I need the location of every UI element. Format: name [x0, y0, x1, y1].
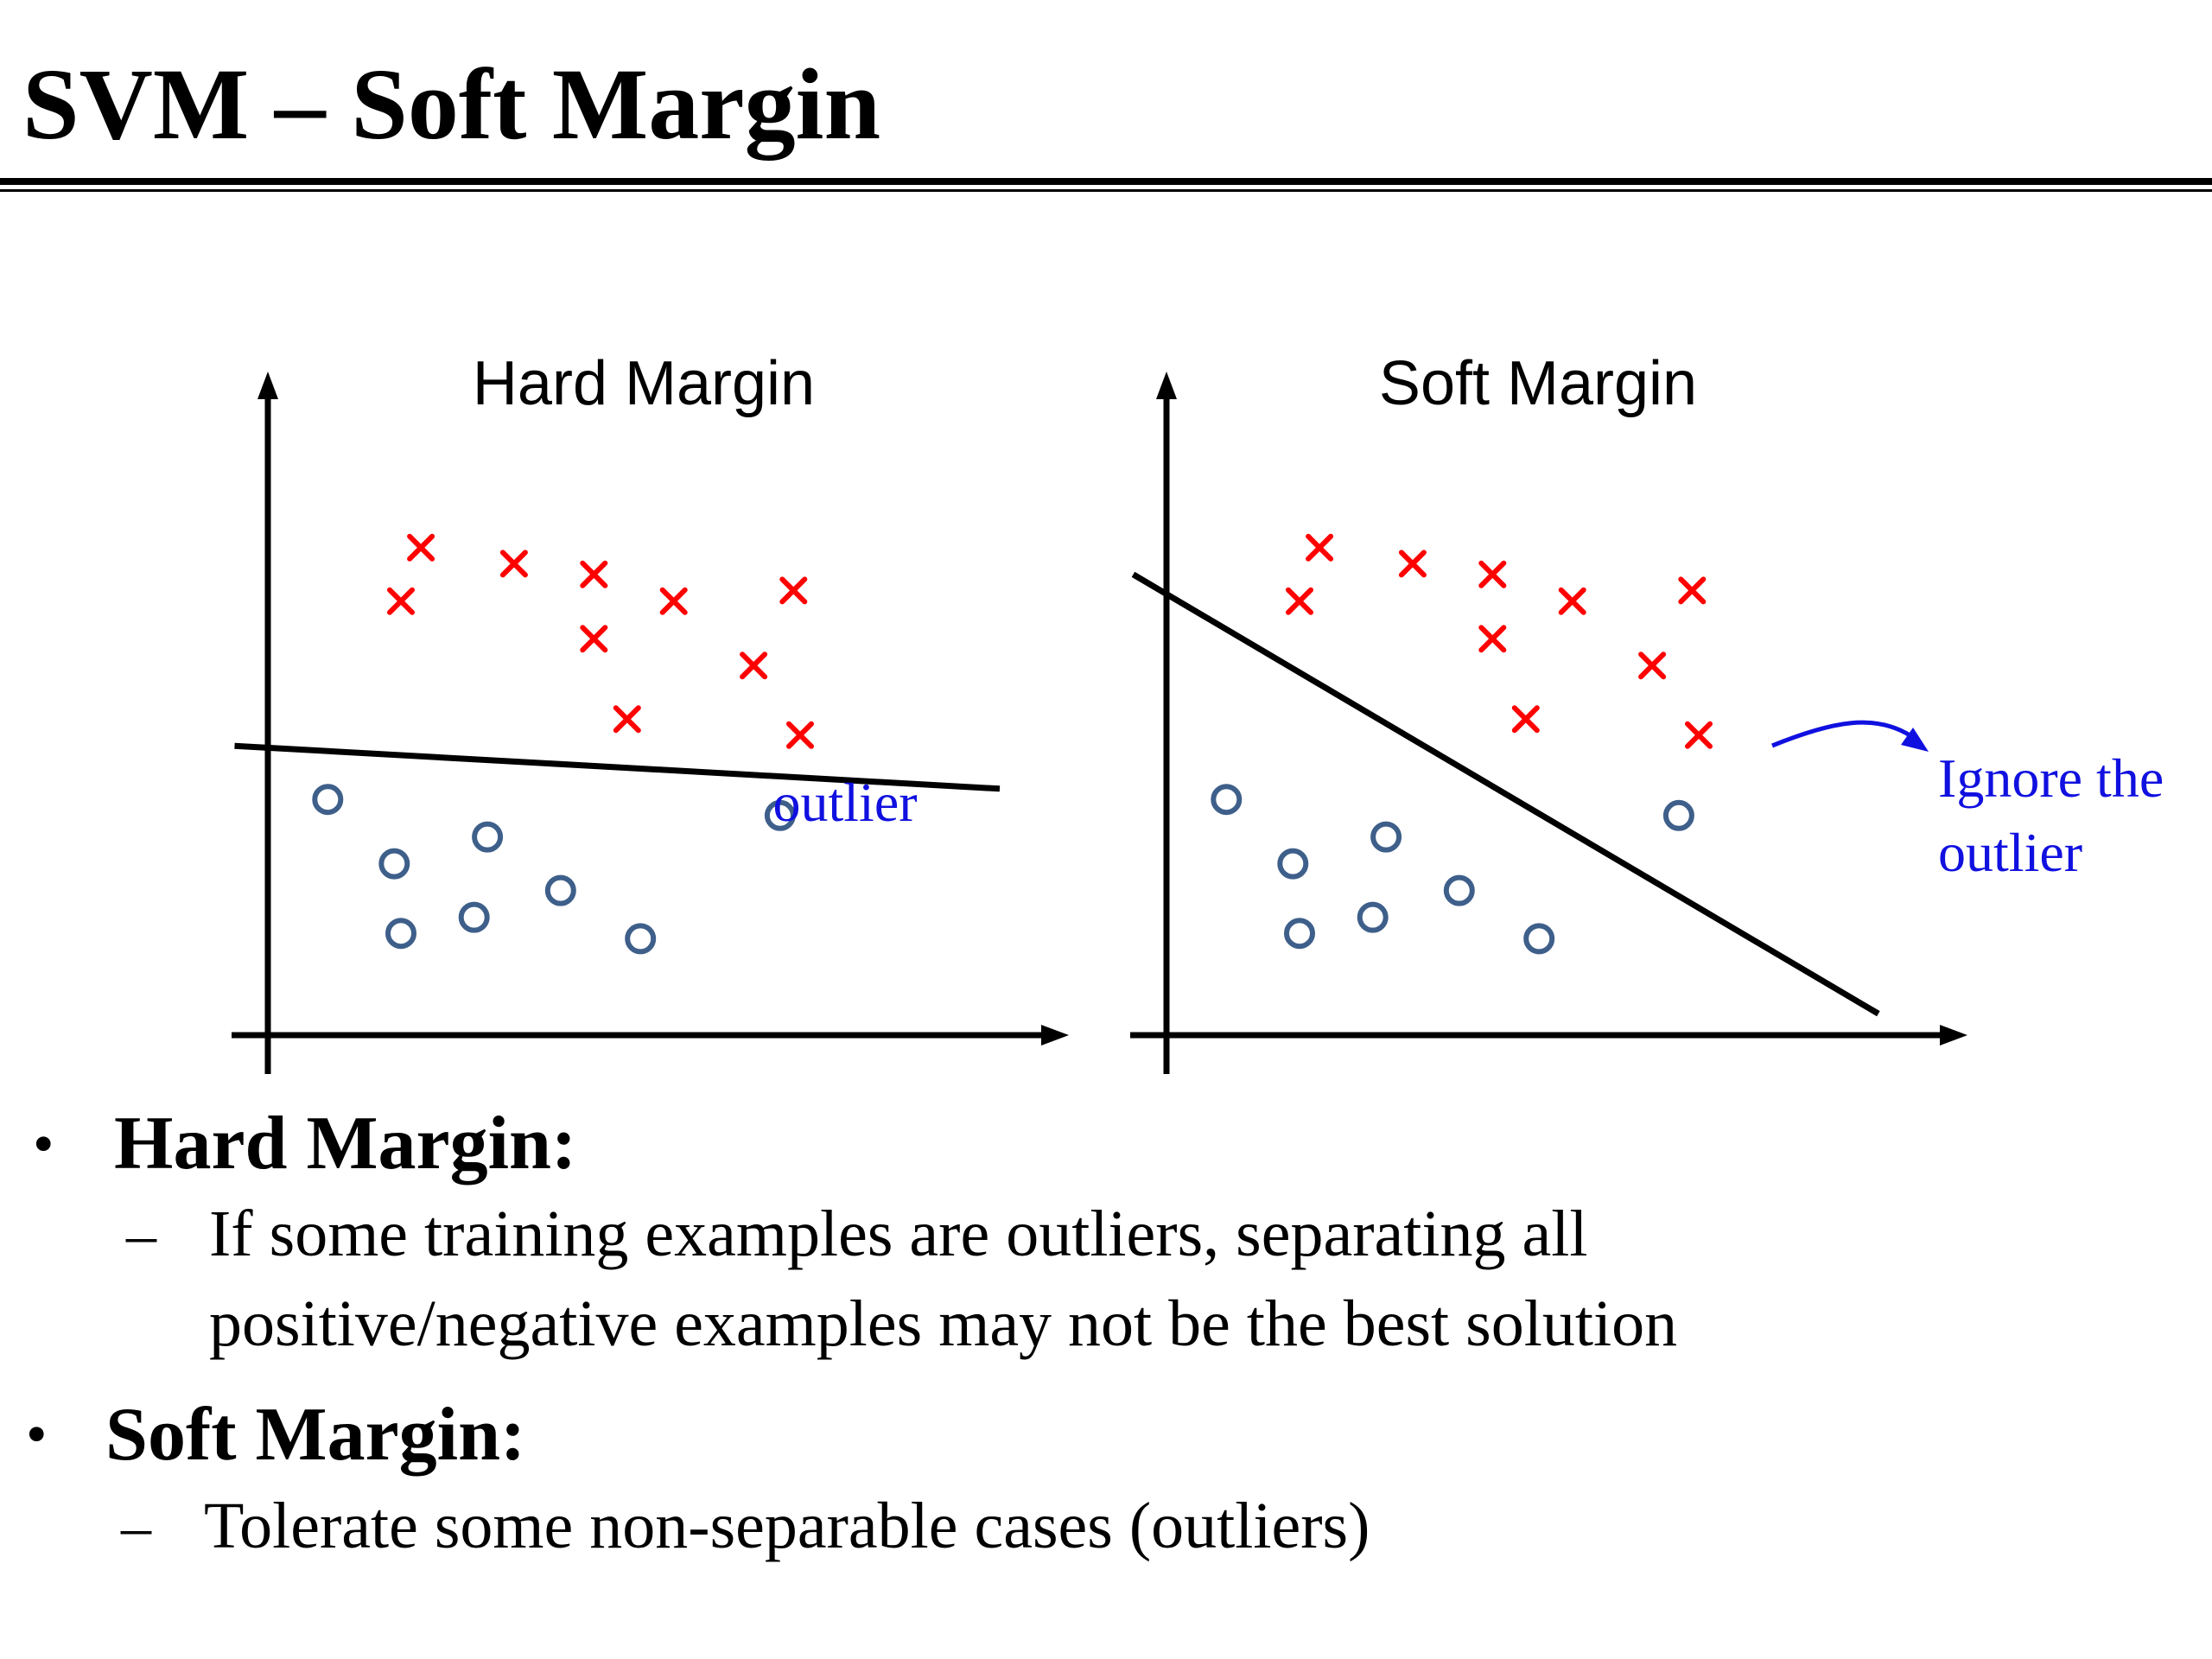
hard-margin-negative-point: [378, 848, 410, 880]
soft-margin-positive-point: [1638, 652, 1667, 680]
sub-bullet-marker: –: [121, 1494, 151, 1560]
soft-margin-negative-point: [1523, 923, 1555, 955]
soft-margin-negative-point: [1662, 799, 1694, 831]
hard-margin-positive-point: [659, 587, 688, 615]
soft-margin-positive-point: [1678, 576, 1707, 605]
y-axis-arrowhead: [1156, 372, 1177, 399]
soft-margin-negative-point: [1357, 901, 1389, 933]
outlier-label: outlier: [772, 772, 917, 833]
hard-margin-negative-point: [312, 784, 344, 816]
hard-margin-detail-line-1: If some training examples are outliers, …: [209, 1198, 1588, 1270]
soft-margin-detail-line-1: Tolerate some non-separable cases (outli…: [204, 1490, 1370, 1562]
hard-margin-negative-point: [458, 901, 490, 933]
ignore-outlier-label-line-1: Ignore the: [1938, 747, 2164, 809]
hard-margin-decision-boundary: [234, 742, 1001, 792]
soft-margin-negative-point: [1211, 784, 1243, 816]
soft-margin-panel: Soft Margin Ignore the outlier: [1130, 349, 2164, 1074]
ignore-outlier-arrow: [1771, 720, 1913, 748]
hard-margin-panel-title: Hard Margin: [473, 349, 815, 418]
hard-margin-positive-point: [613, 705, 641, 734]
hard-margin-positive-point: [779, 576, 808, 605]
soft-margin-positive-point: [1286, 587, 1313, 615]
hard-margin-negative-point: [764, 799, 796, 831]
sub-bullet-marker: –: [126, 1202, 156, 1268]
soft-margin-positive-point: [1685, 721, 1713, 749]
hard-margin-negative-point: [385, 918, 416, 950]
soft-margin-decision-boundary: [1131, 571, 1880, 1017]
x-axis-arrowhead: [1041, 1025, 1069, 1046]
soft-margin-negative-point: [1284, 918, 1315, 950]
title-divider-thin: [0, 189, 2212, 192]
slide-title: SVM – Soft Margin: [22, 48, 881, 161]
soft-margin-negative-point: [1277, 848, 1309, 880]
hard-margin-negative-point: [625, 923, 657, 955]
hard-margin-positive-point: [740, 652, 768, 680]
bullet-soft-margin: Soft Margin:: [105, 1393, 526, 1477]
hard-margin-positive-point: [499, 550, 528, 578]
x-axis-arrowhead: [1940, 1025, 1967, 1046]
hard-margin-axes: [232, 372, 1069, 1074]
ignore-outlier-arrowhead: [1901, 728, 1929, 752]
soft-margin-positive-point: [1478, 625, 1507, 653]
soft-margin-negative-point: [1370, 821, 1402, 853]
soft-margin-positive-point: [1398, 550, 1427, 578]
hard-margin-detail-line-2: positive/negative examples may not be th…: [209, 1287, 1678, 1360]
ignore-outlier-label-line-2: outlier: [1938, 822, 2082, 883]
hard-margin-negative-point: [544, 874, 576, 906]
hard-margin-positive-point: [387, 587, 415, 615]
hard-margin-positive-point: [580, 625, 608, 653]
title-divider: [0, 178, 2212, 185]
hard-margin-panel: Hard Margin outlier: [232, 349, 1069, 1074]
soft-margin-panel-title: Soft Margin: [1379, 349, 1697, 418]
bullet-marker: •: [26, 1402, 48, 1468]
soft-margin-axes: [1130, 372, 1967, 1074]
bullet-marker: •: [33, 1111, 54, 1178]
bullet-hard-margin: Hard Margin:: [114, 1102, 577, 1185]
hard-margin-positive-point: [786, 721, 814, 749]
hard-margin-positive-point: [580, 560, 608, 588]
soft-margin-positive-point: [1558, 587, 1586, 615]
soft-margin-positive-point: [1511, 705, 1540, 734]
hard-margin-positive-point: [407, 533, 435, 562]
hard-margin-negative-point: [472, 821, 504, 853]
soft-margin-positive-point: [1478, 560, 1507, 588]
soft-margin-negative-point: [1443, 874, 1475, 906]
y-axis-arrowhead: [257, 372, 278, 399]
soft-margin-positive-point: [1306, 533, 1334, 562]
